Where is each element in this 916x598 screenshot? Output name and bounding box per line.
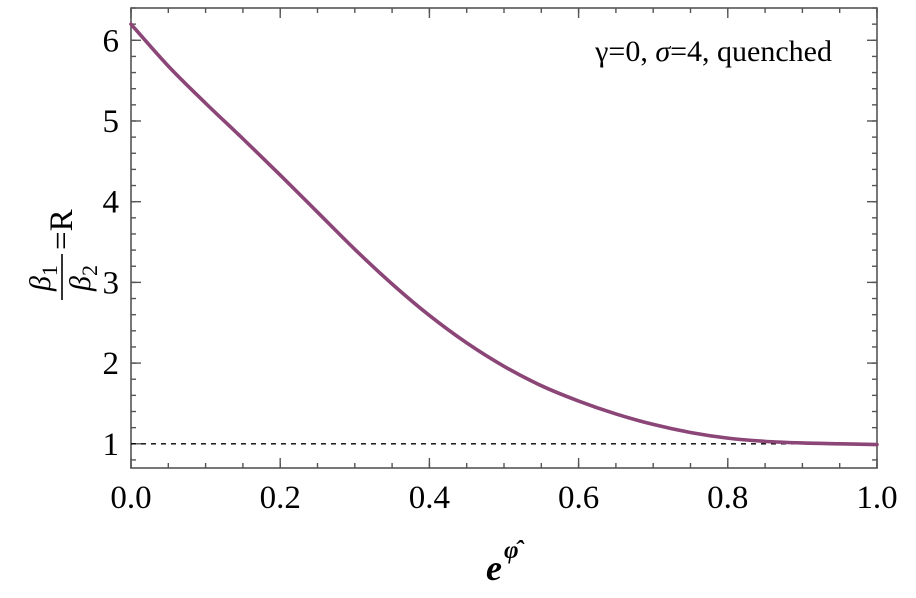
y-tick-label: 1 xyxy=(103,427,120,463)
x-tick-label: 0.8 xyxy=(707,480,748,516)
y-tick-label: 2 xyxy=(103,346,120,382)
x-tick-label: 0.6 xyxy=(558,480,599,516)
y-tick-label: 6 xyxy=(103,23,120,59)
plot-frame xyxy=(130,7,878,469)
chart-annotation: γ=0, σ=4, quenched xyxy=(594,35,832,68)
series-line xyxy=(129,22,879,447)
y-tick-label: 5 xyxy=(103,104,120,140)
x-tick-label: 1.0 xyxy=(856,480,897,516)
x-tick-label: 0.2 xyxy=(260,480,301,516)
x-axis-label: e φ̂ xyxy=(486,537,525,588)
x-axis-label-base: e xyxy=(486,548,502,588)
x-tick-label: 0.0 xyxy=(110,480,151,516)
minor-ticks xyxy=(130,7,878,468)
y-tick-label: 3 xyxy=(103,265,120,301)
y-label-numerator: β1 xyxy=(24,265,62,292)
x-tick-label: 0.4 xyxy=(409,480,450,516)
y-tick-label: 4 xyxy=(103,185,120,221)
major-ticks xyxy=(130,8,878,468)
x-tick-labels: 0.0 0.2 0.4 0.6 0.8 1.0 xyxy=(110,480,897,516)
x-axis-label-superscript: φ̂ xyxy=(504,537,525,564)
y-label-denominator: β2 xyxy=(64,265,102,292)
y-axis-label: β1 β2 =R xyxy=(24,209,102,300)
y-tick-labels: 1 2 3 4 5 6 xyxy=(103,23,120,463)
y-label-suffix: =R xyxy=(44,209,80,250)
